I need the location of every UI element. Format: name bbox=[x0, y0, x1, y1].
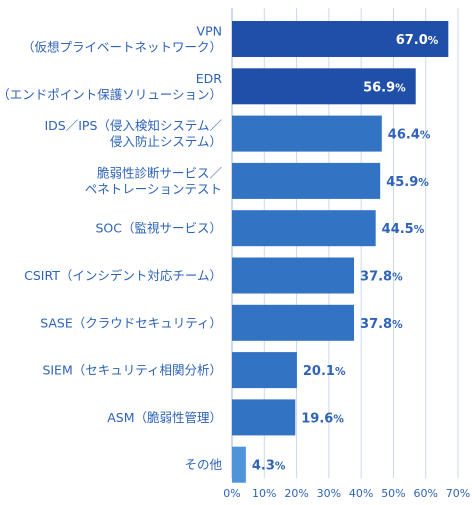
bar bbox=[232, 115, 382, 152]
category-label: EDR bbox=[196, 71, 223, 86]
value-label: 37.8% bbox=[360, 317, 403, 332]
category-label: SASE（クラウドセキュリティ） bbox=[40, 315, 222, 330]
x-tick-label: 70% bbox=[446, 487, 470, 500]
category-label: その他 bbox=[184, 457, 222, 472]
bar bbox=[232, 257, 355, 294]
bar bbox=[232, 210, 376, 247]
x-tick-label: 30% bbox=[317, 487, 341, 500]
bar bbox=[232, 304, 355, 341]
bar bbox=[232, 162, 381, 199]
category-label: ASM（脆弱性管理） bbox=[107, 410, 222, 425]
category-label: 侵入防止システム） bbox=[110, 134, 222, 149]
value-label: 56.9% bbox=[363, 80, 406, 95]
value-label: 46.4% bbox=[388, 128, 431, 143]
category-label: IDS／IPS（侵入検知システム／ bbox=[44, 118, 222, 133]
bar bbox=[232, 446, 246, 483]
category-label: ペネトレーションテスト bbox=[85, 181, 222, 196]
bar bbox=[232, 21, 449, 57]
value-label: 67.0% bbox=[396, 33, 439, 48]
bar bbox=[232, 399, 296, 436]
x-tick-label: 40% bbox=[349, 487, 373, 500]
x-tick-label: 20% bbox=[284, 487, 308, 500]
category-label: SOC（監視サービス） bbox=[95, 221, 222, 236]
value-label: 19.6% bbox=[301, 411, 344, 426]
category-label: （エンドポイント保護ソリューション） bbox=[0, 87, 222, 102]
value-label: 45.9% bbox=[386, 175, 429, 190]
x-tick-label: 60% bbox=[413, 487, 437, 500]
x-tick-label: 10% bbox=[252, 487, 276, 500]
bar bbox=[232, 68, 416, 105]
bar bbox=[232, 352, 297, 389]
category-label: SIEM（セキュリティ相関分析） bbox=[42, 363, 222, 378]
value-label: 20.1% bbox=[303, 364, 346, 379]
category-label: （仮想プライベートネットワーク） bbox=[22, 40, 222, 55]
category-label: CSIRT（インシデント対応チーム） bbox=[24, 268, 222, 283]
x-tick-label: 0% bbox=[223, 487, 240, 500]
value-label: 4.3% bbox=[252, 459, 286, 474]
value-label: 37.8% bbox=[360, 270, 403, 285]
x-tick-label: 50% bbox=[381, 487, 405, 500]
category-label: VPN bbox=[197, 24, 222, 39]
category-label: 脆弱性診断サービス／ bbox=[97, 165, 223, 180]
value-label: 44.5% bbox=[382, 222, 425, 237]
